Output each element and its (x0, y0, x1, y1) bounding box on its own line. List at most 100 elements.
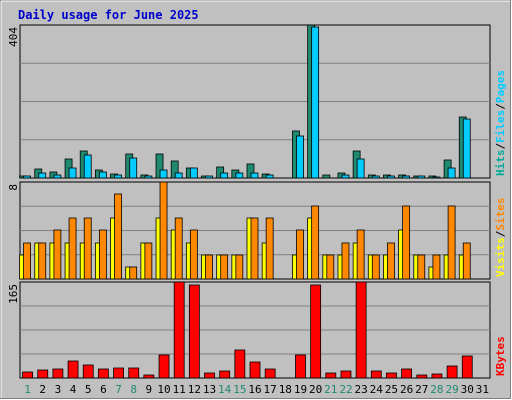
legend-part-5: Pages (494, 70, 507, 103)
bar-kbytes-day-1 (22, 371, 33, 379)
x-tick-label-day-6: 6 (100, 383, 107, 396)
bar-sites-day-13 (205, 254, 213, 280)
x-tick-label-day-29: 29 (445, 383, 458, 396)
bar-kbytes-day-30 (461, 355, 473, 379)
panel-2-legend: Visits/Sites (494, 198, 507, 278)
x-tick-label-day-31: 31 (476, 383, 489, 396)
bar-kbytes-day-10 (158, 354, 170, 379)
bar-sites-day-14 (220, 254, 229, 280)
x-tick-label-day-23: 23 (355, 383, 368, 396)
bar-files-day-5 (83, 154, 92, 179)
bar-hits-day-14 (216, 166, 225, 179)
bar-kbytes-day-8 (128, 367, 140, 379)
bar-files-day-29 (447, 167, 456, 179)
x-tick-label-day-5: 5 (85, 383, 92, 396)
bar-sites-day-8 (129, 266, 138, 280)
x-tick-label-day-8: 8 (130, 383, 137, 396)
bar-kbytes-day-4 (67, 360, 79, 379)
bar-sites-day-19 (296, 229, 304, 280)
panel-2-ymax-label: 8 (7, 184, 20, 191)
x-tick-label-day-2: 2 (39, 383, 46, 396)
bar-files-day-17 (265, 174, 274, 179)
bar-files-day-12 (189, 167, 198, 179)
bar-kbytes-day-13 (204, 372, 215, 379)
panel-1-ymax-label: 404 (7, 27, 20, 47)
bar-sites-day-28 (432, 254, 441, 280)
x-tick-label-day-28: 28 (430, 383, 443, 396)
bar-files-day-4 (68, 167, 77, 179)
x-tick-label-day-22: 22 (339, 383, 352, 396)
bar-kbytes-day-7 (113, 367, 124, 379)
bar-sites-day-25 (387, 242, 395, 280)
bar-kbytes-day-17 (264, 368, 276, 379)
bar-files-day-3 (53, 174, 62, 179)
x-tick-label-day-7: 7 (115, 383, 122, 396)
bar-sites-day-29 (447, 205, 456, 280)
bar-sites-day-22 (341, 242, 350, 280)
bar-hits-day-10 (155, 153, 164, 179)
bar-sites-day-6 (98, 229, 107, 280)
x-tick-label-day-26: 26 (400, 383, 413, 396)
bar-sites-day-20 (311, 205, 320, 280)
x-tick-label-day-1: 1 (24, 383, 31, 396)
panel-3-legend: KBytes (494, 336, 507, 376)
bar-kbytes-day-22 (340, 370, 352, 379)
bar-files-day-22 (341, 174, 350, 179)
bar-files-day-30 (462, 118, 471, 179)
bar-files-day-1 (23, 175, 31, 179)
bar-kbytes-day-29 (446, 365, 458, 379)
bar-sites-day-12 (189, 229, 198, 280)
legend-part-1: Hits (494, 150, 507, 177)
legend-part-2: / (494, 143, 507, 150)
bar-sites-day-23 (356, 229, 365, 280)
legend-part-3: Sites (494, 198, 507, 231)
bar-kbytes-day-12 (188, 284, 200, 379)
bar-kbytes-day-20 (310, 284, 322, 379)
x-tick-label-day-25: 25 (385, 383, 398, 396)
bar-kbytes-day-19 (295, 354, 306, 379)
bar-hits-day-11 (170, 160, 179, 179)
panel-3-ymax-label: 165 (7, 284, 20, 304)
bar-files-day-10 (159, 169, 168, 179)
bar-kbytes-day-6 (97, 368, 109, 379)
x-tick-label-day-13: 13 (203, 383, 216, 396)
x-tick-label-day-14: 14 (218, 383, 232, 396)
legend-part-3: Files (494, 110, 507, 143)
bar-sites-day-10 (159, 181, 168, 280)
legend-part-1: Visits (494, 237, 507, 277)
bar-files-day-25 (387, 175, 395, 179)
x-tick-label-day-17: 17 (264, 383, 277, 396)
bar-kbytes-day-2 (37, 369, 49, 379)
bar-kbytes-day-28 (431, 373, 443, 379)
bar-sites-day-27 (417, 254, 426, 280)
bar-files-day-27 (417, 175, 426, 179)
x-tick-label-day-11: 11 (173, 383, 186, 396)
bar-sites-day-9 (144, 242, 153, 280)
bar-files-day-6 (98, 171, 107, 179)
legend-part-1: KBytes (494, 336, 507, 376)
x-tick-label-day-15: 15 (233, 383, 246, 396)
bar-files-day-13 (205, 175, 213, 179)
bar-sites-day-30 (462, 242, 471, 280)
panel-1-legend: Hits/Files/Pages (494, 70, 507, 176)
bar-hits-day-21 (322, 174, 331, 179)
bar-kbytes-day-23 (355, 281, 367, 379)
bar-files-day-24 (371, 175, 380, 179)
bar-files-day-2 (38, 172, 47, 179)
bar-hits-day-16 (246, 163, 255, 179)
bar-sites-day-24 (371, 254, 380, 280)
bar-sites-day-1 (23, 242, 31, 280)
x-tick-label-day-16: 16 (248, 383, 261, 396)
legend-part-4: / (494, 103, 507, 110)
bar-kbytes-day-24 (370, 370, 382, 379)
bar-kbytes-day-3 (52, 368, 64, 379)
legend-part-2: / (494, 230, 507, 237)
bar-kbytes-day-21 (325, 372, 337, 379)
bar-sites-day-11 (174, 217, 183, 280)
x-tick-label-day-12: 12 (188, 383, 201, 396)
bar-kbytes-day-25 (386, 372, 397, 379)
bar-files-day-8 (129, 157, 138, 179)
bar-files-day-20 (311, 26, 320, 179)
